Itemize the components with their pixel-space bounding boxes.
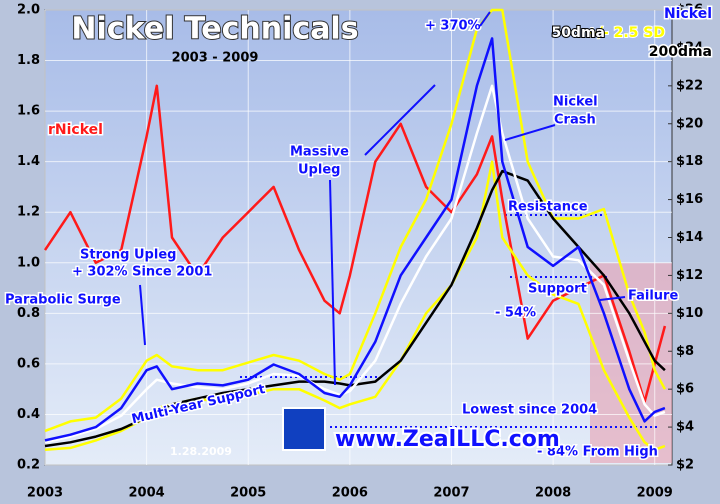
y-tick-label: 1.8 [17, 53, 40, 68]
arrow [329, 179, 336, 386]
x-tick-label: 2006 [332, 486, 368, 501]
logo [282, 407, 326, 451]
y2-tick-label: $22 [676, 78, 703, 93]
annotation: Massive [290, 145, 349, 160]
legend-entry: +/- 2.5 SD [586, 25, 665, 41]
annotation: Strong Upleg [80, 248, 176, 263]
annotation: Failure [628, 289, 678, 304]
y-tick-label: 0.6 [17, 356, 40, 371]
annotation: Parabolic Surge [5, 293, 121, 308]
y2-tick-label: $2 [676, 458, 694, 473]
annotation: + 370% [425, 19, 481, 34]
annotation: - 84% From High [537, 445, 658, 460]
chart-subtitle: 2003 - 2009 [172, 51, 259, 66]
legend-entry: Nickel [664, 6, 712, 22]
arrow [479, 11, 491, 27]
arrow [139, 284, 146, 346]
annotation: Upleg [298, 163, 340, 178]
x-tick-label: 2003 [27, 486, 63, 501]
annotation: Support [528, 282, 587, 297]
y-tick-label: 1.4 [17, 154, 40, 169]
x-tick-label: 2009 [637, 486, 673, 501]
annotation: Nickel [553, 95, 598, 110]
y-tick-label: 0.2 [17, 458, 40, 473]
annotation: Resistance [508, 200, 588, 215]
y2-tick-label: $12 [676, 268, 703, 283]
y-tick-label: 0.4 [17, 407, 40, 422]
x-tick-label: 2005 [230, 486, 266, 501]
band-lower [44, 160, 666, 452]
series-line [44, 84, 666, 444]
y-tick-label: 1.2 [17, 205, 40, 220]
y2-tick-label: $10 [676, 306, 703, 321]
series-line [44, 37, 666, 442]
y-tick-label: 2.0 [17, 3, 40, 18]
chart-title: Nickel Technicals [71, 12, 358, 47]
arrow [504, 124, 556, 141]
annotation: www.ZealLLC.com [335, 427, 560, 452]
y2-tick-label: $18 [676, 154, 703, 169]
series-line [43, 84, 667, 404]
annotation: - 54% [495, 306, 536, 321]
arrow [364, 84, 436, 156]
y2-tick-label: $14 [676, 230, 703, 245]
annotation: Lowest since 2004 [462, 403, 597, 418]
legend-entry: rNickel [48, 122, 103, 138]
series-line [44, 169, 666, 448]
y2-tick-label: $20 [676, 116, 703, 131]
band-upper [44, 8, 667, 433]
y2-tick-label: $4 [676, 420, 694, 435]
y2-tick-label: $16 [676, 192, 703, 207]
y2-tick-label: $26 [676, 3, 703, 18]
annotation: Crash [554, 113, 596, 128]
y2-tick-label: $24 [676, 40, 703, 55]
y2-tick-label: $8 [676, 344, 694, 359]
annotation: + 302% Since 2001 [72, 265, 212, 280]
legend-entry: 50dma [551, 25, 605, 41]
annotation: 1.28.2009 [170, 445, 232, 458]
arrow [599, 296, 626, 301]
legend-entry: 200dma [649, 44, 712, 60]
y-tick-label: 1.6 [17, 104, 40, 119]
x-tick-label: 2008 [535, 486, 571, 501]
y-tick-label: 1.0 [17, 255, 40, 270]
y-tick-label: 0.8 [17, 306, 40, 321]
y2-tick-label: $6 [676, 382, 694, 397]
x-tick-label: 2004 [129, 486, 165, 501]
x-tick-label: 2007 [433, 486, 469, 501]
